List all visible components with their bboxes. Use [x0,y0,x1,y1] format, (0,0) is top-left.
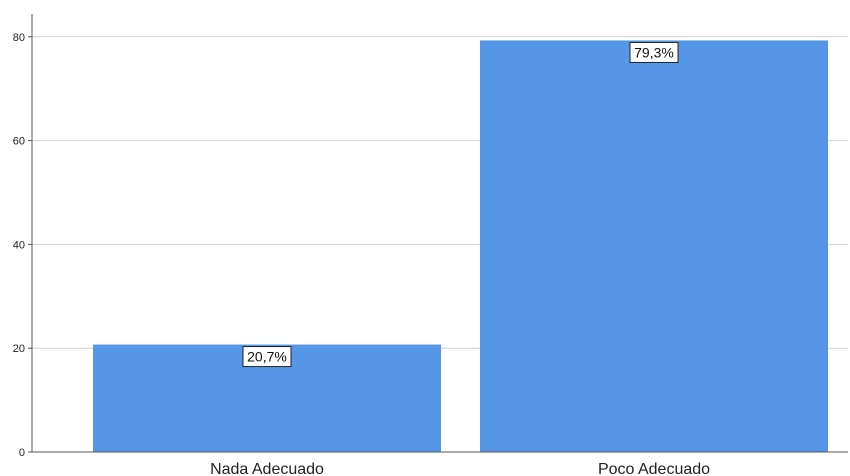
data-label-box [242,346,292,368]
x-category-label: Poco Adecuado [598,461,710,476]
y-tick-label: 60 [13,136,25,148]
data-label: 79,3% [634,44,674,60]
data-labels: 20,7% 79,3% [242,41,679,368]
x-category-label: Nada Adecuado [210,461,324,476]
bars [93,40,828,453]
y-tick-label: 40 [13,239,25,251]
axes: 0 20 40 60 80 Nada Adecuado Poco Adecuado [13,14,848,476]
data-label: 20,7% [247,349,287,365]
y-tick-label: 0 [19,447,25,459]
y-tick-label: 20 [13,343,25,355]
y-tick-label: 80 [13,32,25,44]
data-label-box [629,41,679,63]
bar [480,40,828,453]
